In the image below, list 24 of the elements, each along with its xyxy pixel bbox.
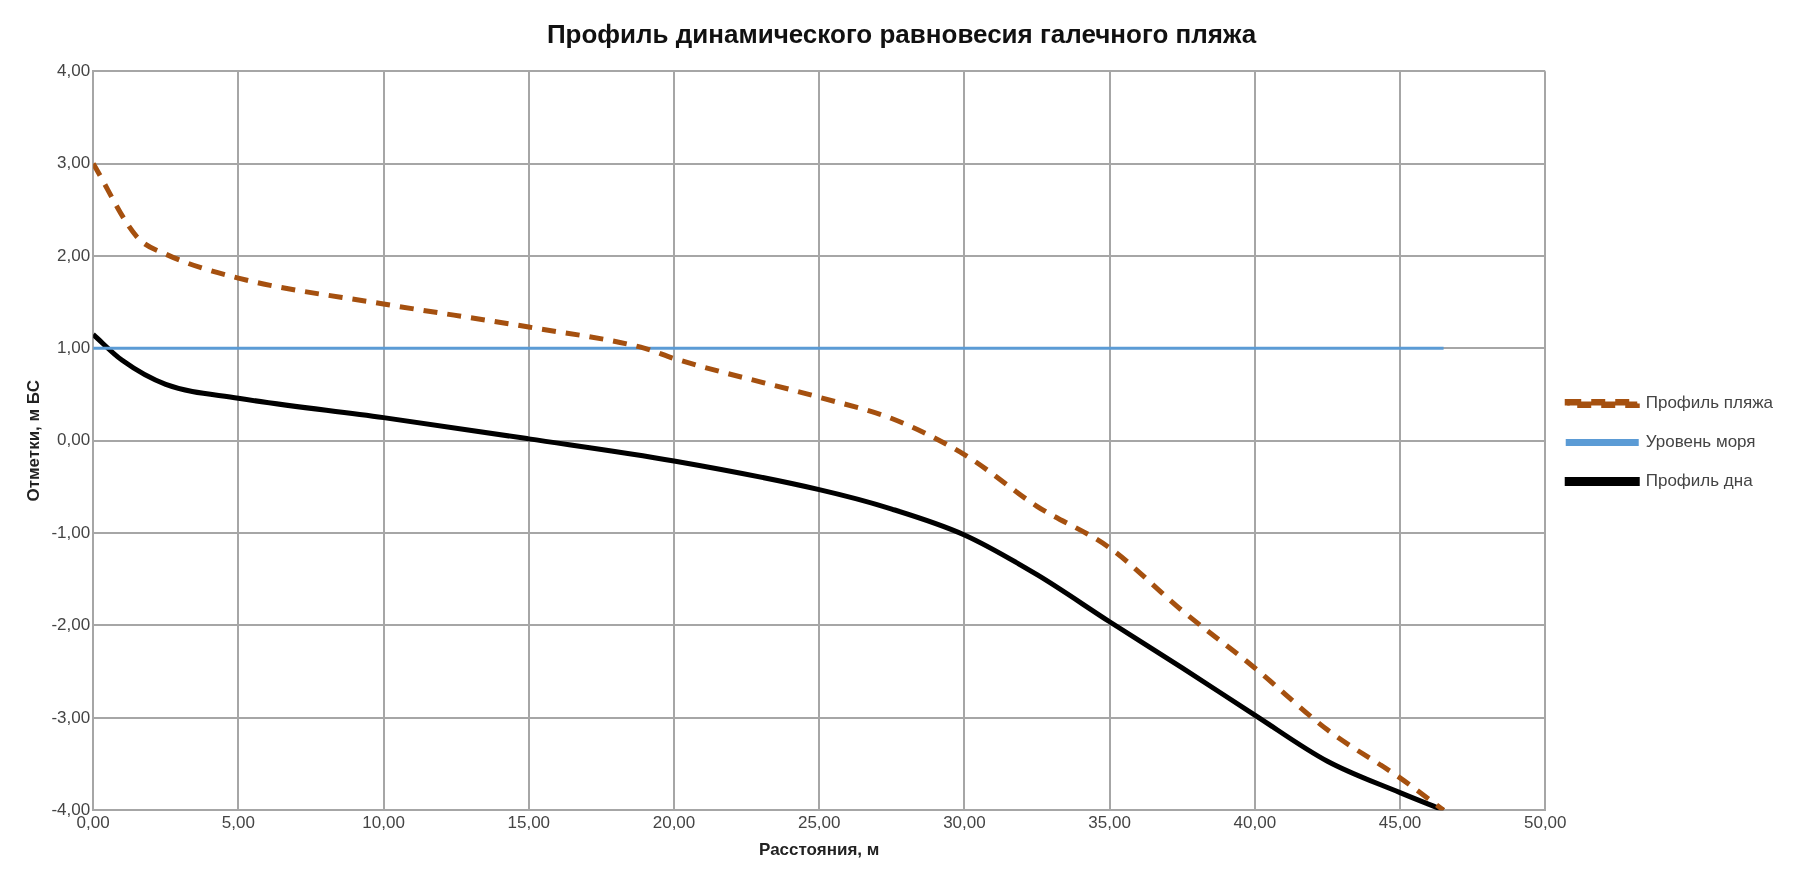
x-tick-label: 35,00 [1088,813,1131,833]
chart-title: Профиль динамического равновесия галечного пляжа [546,18,1257,49]
y-tick-label: -2,00 [51,615,91,635]
x-axis-title: Расстояния, м [759,840,880,860]
y-tick-label: 2,00 [57,245,91,265]
legend-label: Уровень моря [1645,432,1756,452]
x-tick-label: 20,00 [652,813,696,833]
x-tick-label: 45,00 [1378,813,1422,833]
y-tick-label: 3,00 [57,153,91,173]
y-axis-title: Отметки, м БС [23,379,43,502]
legend-label: Профиль пляжа [1645,393,1774,413]
x-tick-label: 40,00 [1233,813,1277,833]
y-tick-label: 1,00 [57,338,91,358]
x-tick-label: 15,00 [507,813,551,833]
x-tick-label: 5,00 [221,813,255,833]
y-tick-label: 0,00 [57,430,91,450]
x-tick-label: 50,00 [1523,813,1567,833]
y-tick-label: -1,00 [51,522,91,542]
y-tick-label: 4,00 [57,60,91,80]
y-tick-label: -3,00 [51,707,91,727]
legend-label: Профиль дна [1645,471,1754,491]
x-tick-label: 10,00 [362,813,405,833]
x-tick-label: 30,00 [943,813,986,833]
x-tick-label: 25,00 [797,813,841,833]
